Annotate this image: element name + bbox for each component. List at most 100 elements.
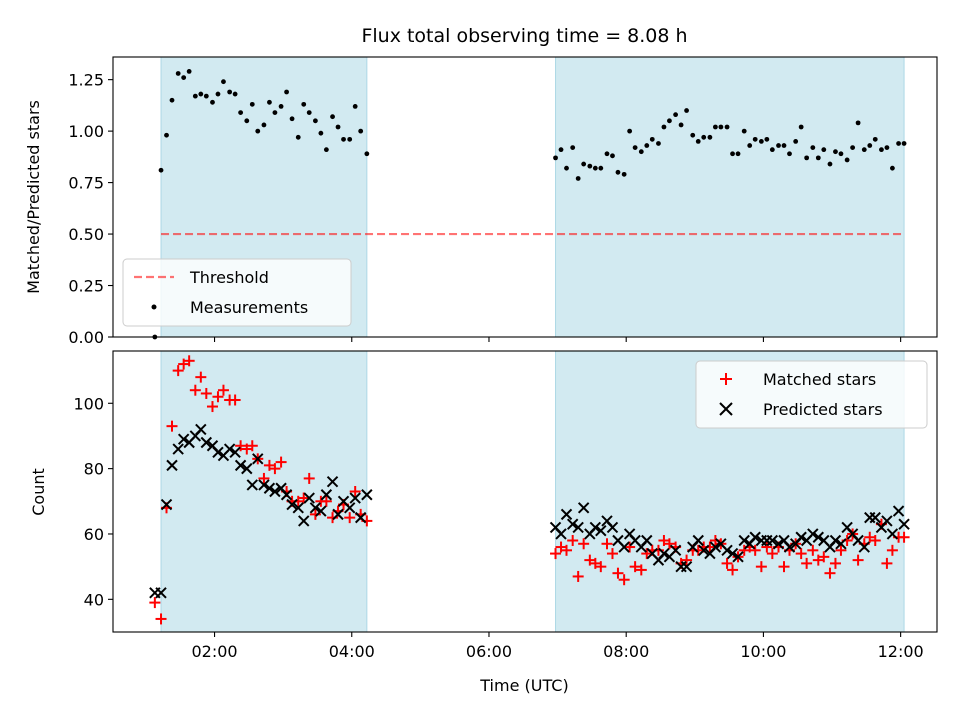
predicted-star-point bbox=[166, 459, 178, 472]
measurement-point bbox=[323, 147, 329, 153]
measurement-point bbox=[598, 165, 604, 171]
bottom-x-tick-label: 08:00 bbox=[603, 642, 649, 661]
measurement-point bbox=[673, 112, 678, 118]
predicted-star-point bbox=[726, 547, 739, 560]
measurement-point bbox=[661, 124, 667, 130]
matched-star-point bbox=[206, 401, 218, 413]
predicted-star-point bbox=[315, 505, 327, 517]
measurement-point bbox=[175, 71, 181, 76]
measurement-point bbox=[158, 167, 164, 173]
matched-star-point bbox=[898, 531, 910, 543]
matched-star-point bbox=[755, 561, 767, 573]
measurement-point bbox=[604, 151, 610, 157]
measurement-point bbox=[255, 128, 261, 134]
measurement-point bbox=[861, 147, 867, 153]
predicted-star-point bbox=[343, 502, 356, 514]
matched-star-point bbox=[612, 567, 624, 579]
matched-star-point bbox=[801, 557, 813, 569]
predicted-star-point bbox=[566, 518, 579, 530]
measurement-point bbox=[815, 155, 821, 161]
matched-star-point bbox=[807, 544, 819, 556]
matched-star-point bbox=[303, 472, 315, 484]
measurement-point bbox=[747, 143, 753, 148]
bottom-x-tick-label: 10:00 bbox=[740, 642, 786, 661]
predicted-star-point bbox=[589, 521, 602, 534]
predicted-star-point bbox=[155, 587, 167, 599]
measurement-point bbox=[769, 147, 775, 153]
measurement-point bbox=[707, 134, 713, 140]
measurement-point bbox=[347, 136, 353, 142]
measurement-point bbox=[615, 169, 621, 175]
bottom-y-tick-label: 40 bbox=[84, 590, 104, 609]
predicted-star-point bbox=[858, 541, 870, 553]
predicted-star-point bbox=[898, 518, 910, 530]
predicted-star-point bbox=[721, 544, 733, 557]
top-y-ticks: 0.00 0.25 0.50 0.75 1.00 1.25 bbox=[68, 71, 113, 347]
matched-star-point bbox=[869, 535, 881, 547]
measurement-point bbox=[872, 136, 878, 142]
top-legend: Threshold Measurements bbox=[122, 258, 352, 327]
bottom-y-tick-label: 60 bbox=[84, 525, 104, 544]
measurement-point bbox=[896, 141, 901, 146]
measurement-point bbox=[330, 114, 335, 120]
predicted-star-point bbox=[246, 479, 258, 491]
bottom-y-ticks: 40 60 80 100 bbox=[73, 394, 113, 609]
chart-title: Flux total observing time = 8.08 h bbox=[361, 25, 687, 47]
predicted-star-point bbox=[280, 489, 293, 501]
top-shaded-interval bbox=[555, 56, 905, 338]
measurement-point bbox=[301, 101, 307, 107]
measurement-point bbox=[798, 124, 804, 130]
measurement-point bbox=[249, 101, 255, 107]
predicted-star-point bbox=[229, 446, 241, 458]
matched-star-point bbox=[309, 508, 321, 520]
predicted-star-point bbox=[298, 515, 310, 527]
predicted-star-point bbox=[812, 531, 825, 543]
predicted-star-point bbox=[795, 531, 807, 543]
measurement-point bbox=[581, 161, 587, 167]
bottom-x-tick-label: 04:00 bbox=[329, 642, 375, 661]
predicted-star-point bbox=[241, 462, 253, 475]
predicted-star-point bbox=[269, 485, 281, 498]
measurement-point bbox=[827, 161, 833, 167]
matched-star-point bbox=[578, 538, 590, 550]
measurement-point bbox=[884, 145, 890, 150]
measurement-point bbox=[752, 136, 758, 142]
top-y-tick-label: 0.75 bbox=[68, 174, 104, 193]
matched-star-point bbox=[172, 365, 184, 377]
matched-star-point bbox=[229, 394, 241, 406]
predicted-star-point bbox=[577, 502, 590, 514]
measurement-point bbox=[810, 145, 816, 150]
measurement-point bbox=[592, 165, 598, 171]
measurement-point bbox=[718, 124, 724, 130]
measurement-point bbox=[587, 163, 593, 169]
predicted-star-point bbox=[698, 544, 710, 557]
top-y-tick-label: 1.00 bbox=[68, 122, 104, 141]
predicted-stars-points bbox=[149, 423, 910, 599]
predicted-star-point bbox=[680, 560, 693, 573]
measurement-point bbox=[656, 141, 661, 146]
predicted-star-point bbox=[292, 502, 304, 514]
measurement-point bbox=[575, 176, 581, 181]
measurement-point bbox=[627, 128, 633, 134]
matched-star-point bbox=[721, 557, 733, 569]
predicted-star-point bbox=[309, 502, 322, 514]
measurement-point bbox=[341, 136, 346, 142]
predicted-star-point bbox=[692, 534, 704, 547]
measurement-point bbox=[735, 151, 741, 157]
matched-star-point bbox=[166, 420, 178, 432]
matched-star-point bbox=[601, 538, 613, 550]
bottom-x-ticks: 02:00 04:00 06:00 08:00 10:00 12:00 bbox=[191, 632, 924, 661]
measurement-point bbox=[632, 145, 638, 150]
predicted-star-point bbox=[709, 541, 722, 553]
predicted-star-point bbox=[223, 443, 236, 455]
measurement-point bbox=[684, 108, 689, 113]
matched-star-point bbox=[258, 472, 270, 484]
bottom-y-tick-label: 100 bbox=[73, 394, 104, 413]
predicted-star-point bbox=[326, 475, 339, 488]
measurement-point bbox=[793, 139, 799, 144]
matched-star-point bbox=[835, 544, 847, 556]
measurement-point bbox=[295, 134, 301, 140]
measurement-point bbox=[192, 93, 198, 99]
matched-legend-marker bbox=[720, 373, 732, 385]
